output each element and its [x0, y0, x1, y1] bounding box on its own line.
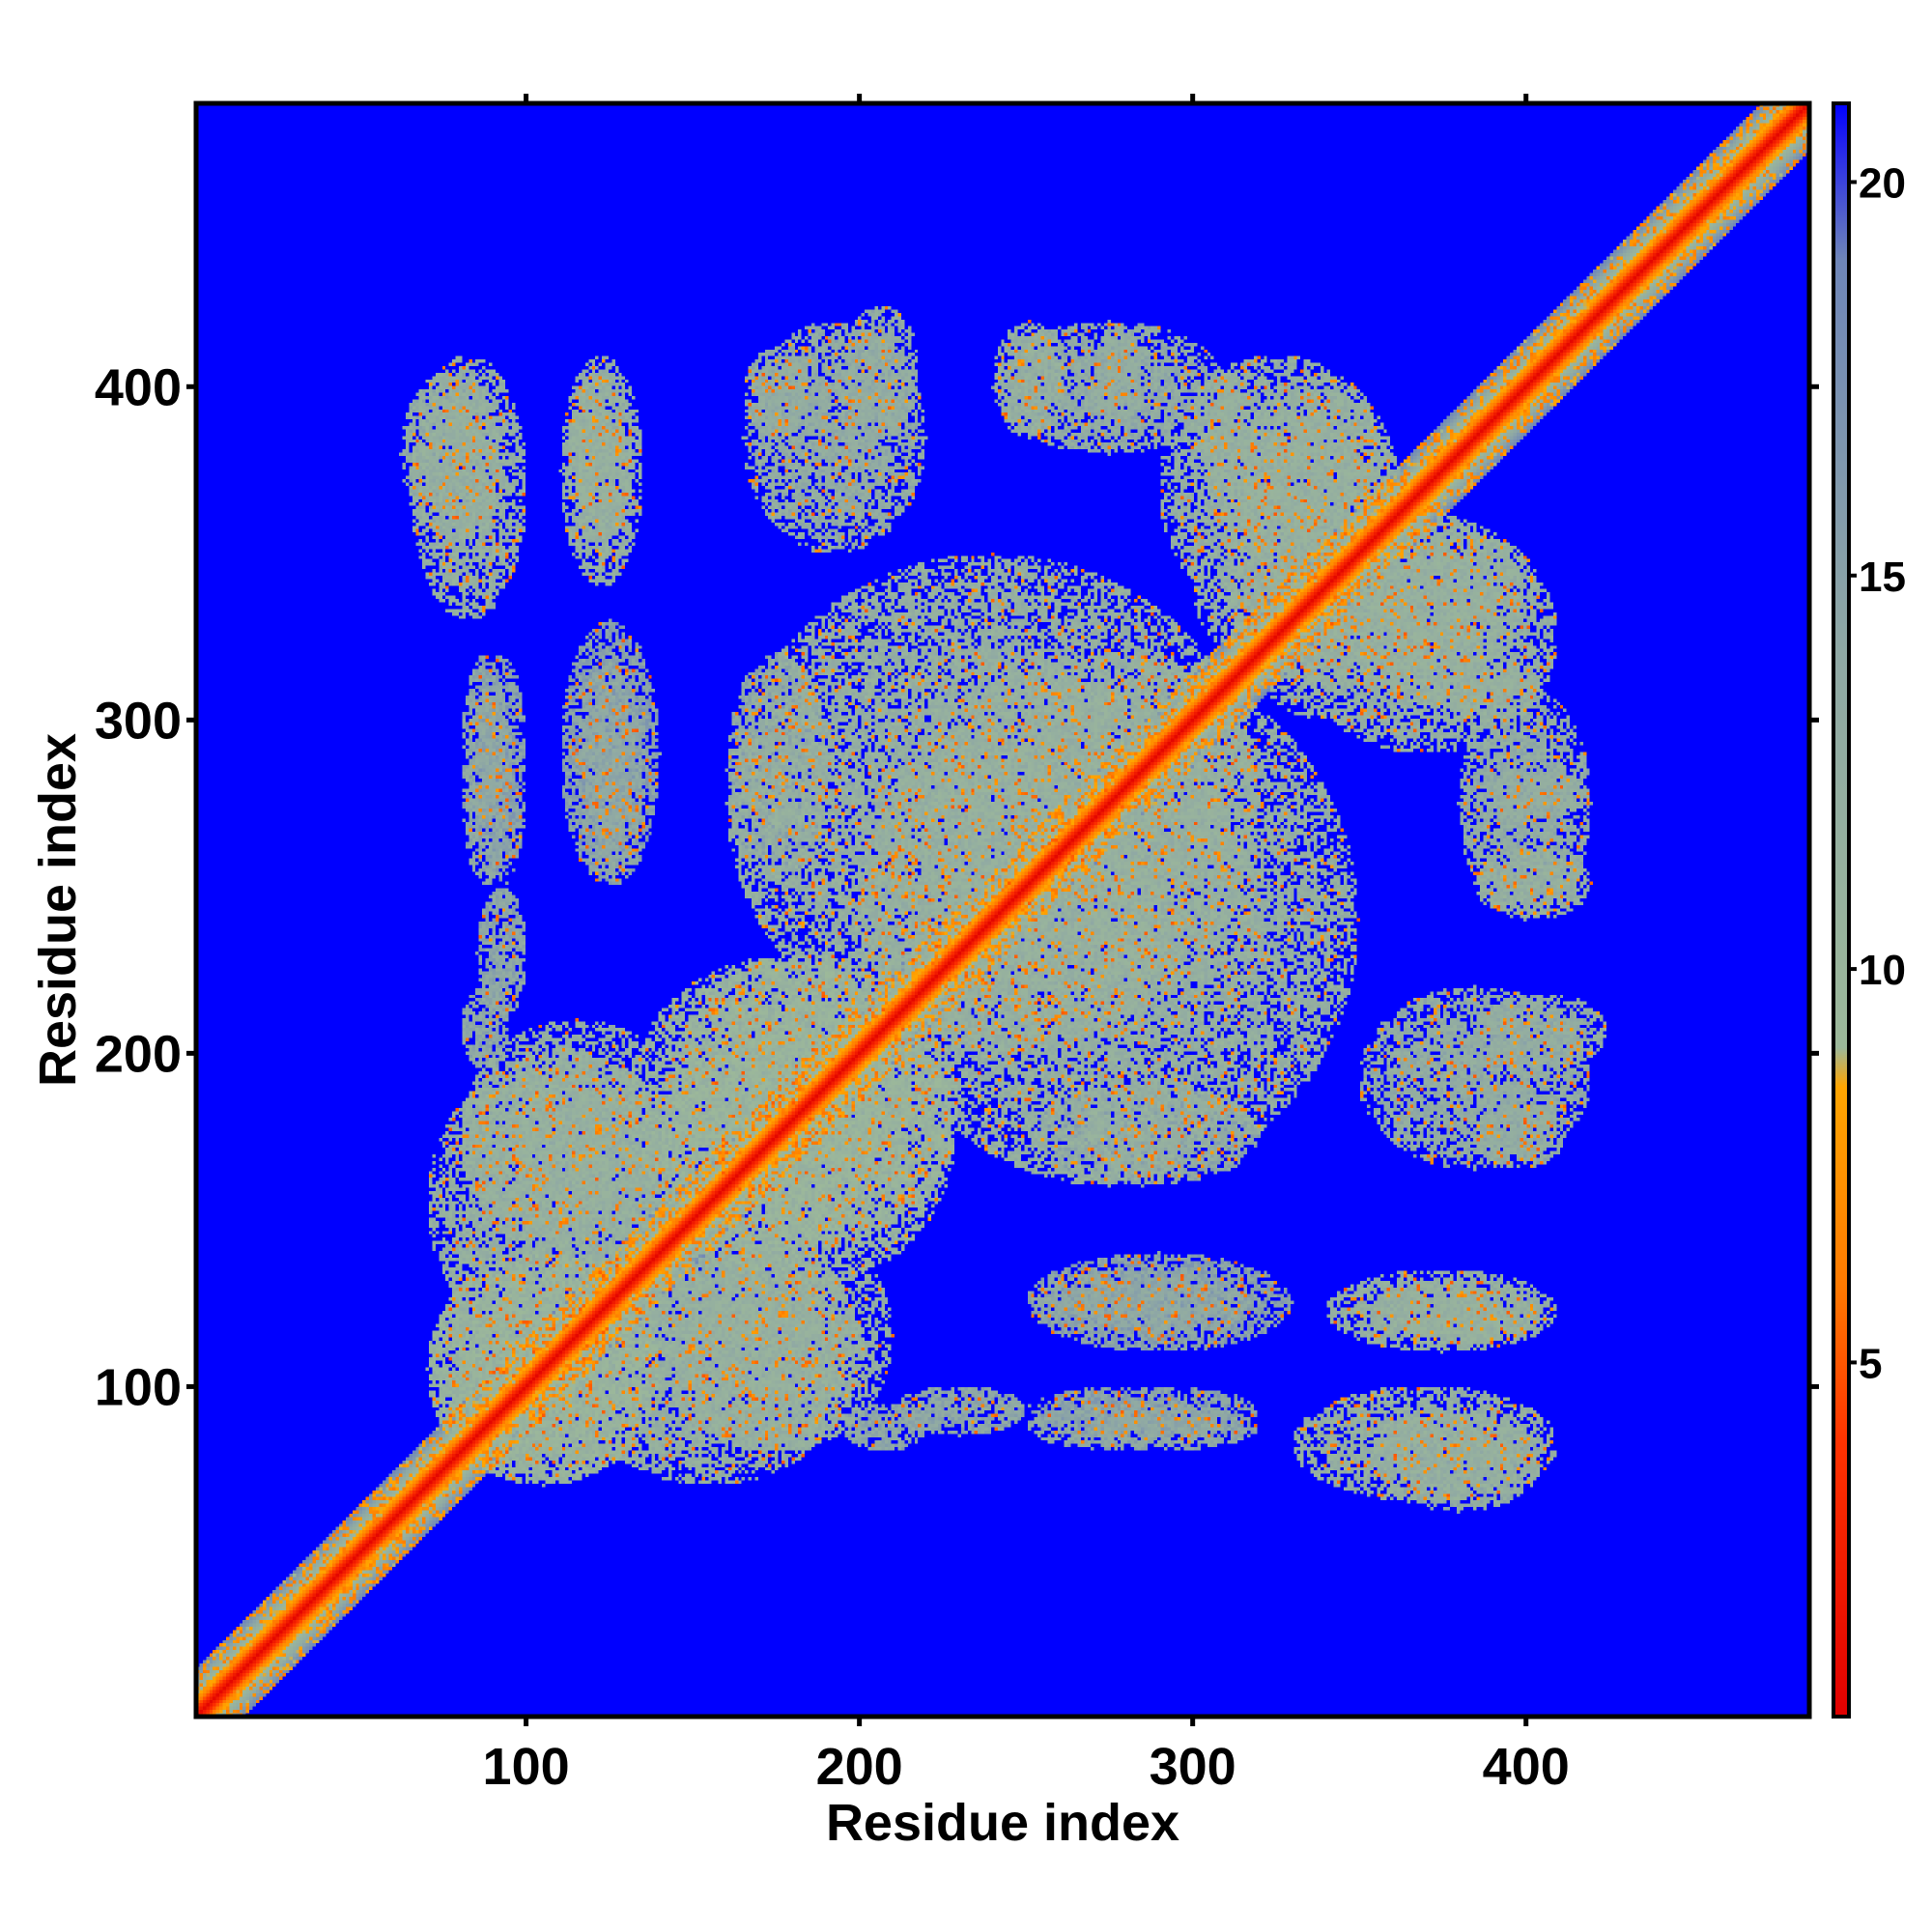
colorbar-ticks: 5 10 15 20: [1849, 159, 1906, 1387]
colorbar-tick-label: 10: [1859, 947, 1906, 994]
x-tick-label: 400: [1483, 1738, 1570, 1796]
y-axis-title: Residue index: [29, 733, 87, 1087]
y-tick-label: 200: [95, 1025, 182, 1083]
right-axis-ticks: [1809, 384, 1819, 1389]
colorbar-tick-label: 5: [1859, 1340, 1882, 1387]
x-tick-label: 100: [483, 1738, 570, 1796]
y-tick-label: 300: [95, 692, 182, 750]
plot-frame: [193, 100, 1812, 1719]
x-axis-title: Residue index: [826, 1794, 1179, 1852]
heatmap-cells: [196, 103, 1809, 1717]
heatmap-plot-area: [196, 103, 1809, 1717]
x-tick-label: 300: [1150, 1738, 1236, 1796]
y-axis-ticks: 100 200 300 400: [95, 358, 196, 1416]
y-tick-label: 400: [95, 358, 182, 416]
colorbar-tick-label: 15: [1859, 554, 1906, 601]
y-tick-label: 100: [95, 1358, 182, 1416]
x-tick-label: 200: [816, 1738, 903, 1796]
x-axis-ticks: 100 200 300 400: [483, 1717, 1570, 1796]
colorbar-tick-label: 20: [1859, 159, 1906, 207]
top-axis-ticks: [524, 94, 1529, 103]
colorbar: [1832, 101, 1851, 1719]
